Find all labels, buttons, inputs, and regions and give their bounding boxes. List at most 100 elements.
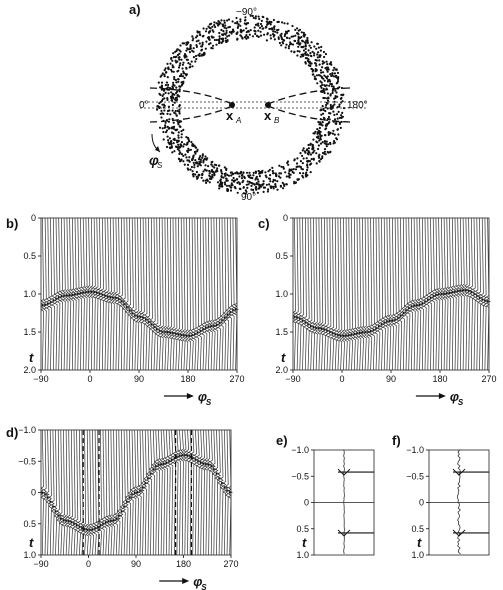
plot-frame xyxy=(40,217,238,371)
seismic-trace xyxy=(219,429,226,556)
ring-point xyxy=(274,30,277,33)
ring-point xyxy=(176,53,180,57)
ring-point xyxy=(309,52,312,55)
ring-point xyxy=(332,75,335,78)
x-tick-label: 0 xyxy=(86,559,91,569)
ring-point xyxy=(270,21,273,24)
ring-point xyxy=(234,22,237,25)
ring-point xyxy=(160,109,163,112)
ring-point xyxy=(216,22,219,25)
ring-point xyxy=(179,143,182,146)
ring-point xyxy=(296,157,299,160)
ring-point xyxy=(335,91,338,94)
ring-point xyxy=(324,153,327,156)
seismic-trace xyxy=(98,429,104,556)
ring-point xyxy=(300,31,303,34)
ring-point xyxy=(308,44,311,47)
ring-point xyxy=(236,191,239,194)
ring-point xyxy=(232,172,235,175)
ring-point xyxy=(220,37,223,41)
ring-point xyxy=(332,110,335,113)
arrival-pick xyxy=(60,295,63,298)
ring-point xyxy=(340,114,343,117)
ring-point xyxy=(213,38,216,42)
ring-point xyxy=(286,36,289,40)
ring-point xyxy=(188,156,191,159)
ring-point xyxy=(335,68,338,71)
ring-point xyxy=(317,144,320,147)
ring-point xyxy=(220,183,223,186)
ring-point xyxy=(324,52,327,56)
x-tick-label: 0 xyxy=(339,374,344,384)
ring-point xyxy=(323,74,326,77)
ring-point xyxy=(172,121,175,124)
arrival-pick xyxy=(318,327,320,330)
ring-point xyxy=(242,186,245,189)
ring-point xyxy=(298,50,301,53)
ring-point xyxy=(336,117,339,120)
x-tick-label: 180 xyxy=(432,374,447,384)
ring-point xyxy=(338,103,341,106)
ring-point xyxy=(204,155,207,158)
ring-point xyxy=(328,78,331,81)
arrival-pick xyxy=(91,528,94,531)
ring-point xyxy=(319,138,322,141)
ring-point xyxy=(191,173,194,176)
y-tick-label: 0 xyxy=(304,498,309,508)
ring-point xyxy=(321,141,324,144)
ring-point xyxy=(195,44,198,47)
ring-point xyxy=(335,122,338,125)
ring-point xyxy=(227,18,231,21)
ring-point xyxy=(267,170,270,173)
phi-axis-arrowhead xyxy=(182,578,190,584)
seismic-trace xyxy=(72,429,78,556)
arrival-pick xyxy=(481,298,484,301)
ring-point xyxy=(332,104,335,107)
arrival-pick xyxy=(134,314,136,317)
ring-point xyxy=(268,21,271,25)
ring-point xyxy=(252,191,255,194)
arrival-pick xyxy=(128,496,131,499)
arrival-pick xyxy=(320,327,323,330)
arrival-pick xyxy=(407,307,410,309)
ring-point xyxy=(202,161,205,164)
ring-point xyxy=(313,77,316,80)
ring-point xyxy=(290,35,293,38)
arrival-pick xyxy=(169,331,172,334)
ring-point xyxy=(198,54,201,58)
ring-point xyxy=(319,158,323,161)
seismic-trace xyxy=(193,429,199,556)
arrival-pick xyxy=(429,296,432,299)
arrival-pick xyxy=(188,334,191,337)
ring-point xyxy=(276,180,279,183)
ring-point xyxy=(259,34,263,37)
ring-point xyxy=(321,76,324,79)
ring-point xyxy=(251,177,254,180)
ring-point xyxy=(226,189,229,192)
ring-point xyxy=(212,30,215,33)
ring-point xyxy=(185,136,188,139)
ring-point xyxy=(301,39,304,42)
arrival-pick xyxy=(141,486,144,489)
ring-point xyxy=(329,82,332,85)
ring-point xyxy=(198,160,201,163)
point-b-x: x xyxy=(264,108,272,123)
ring-point xyxy=(202,170,205,173)
ring-point xyxy=(245,37,248,40)
ring-point xyxy=(162,138,165,141)
ring-point xyxy=(236,181,239,184)
ring-point xyxy=(170,70,173,73)
arrival-pick xyxy=(334,333,337,336)
ring-point xyxy=(306,168,309,172)
y-tick-label: 0 xyxy=(31,213,36,223)
arrival-pick xyxy=(147,320,150,323)
ring-point xyxy=(182,72,185,75)
seismic-trace xyxy=(146,217,152,371)
ring-point xyxy=(240,177,244,180)
arrival-pick xyxy=(416,304,418,307)
ring-point xyxy=(174,128,177,131)
ring-point xyxy=(175,114,178,117)
ring-point xyxy=(233,180,236,183)
ring-point xyxy=(242,192,245,195)
x-tick-label: 90 xyxy=(131,559,141,569)
